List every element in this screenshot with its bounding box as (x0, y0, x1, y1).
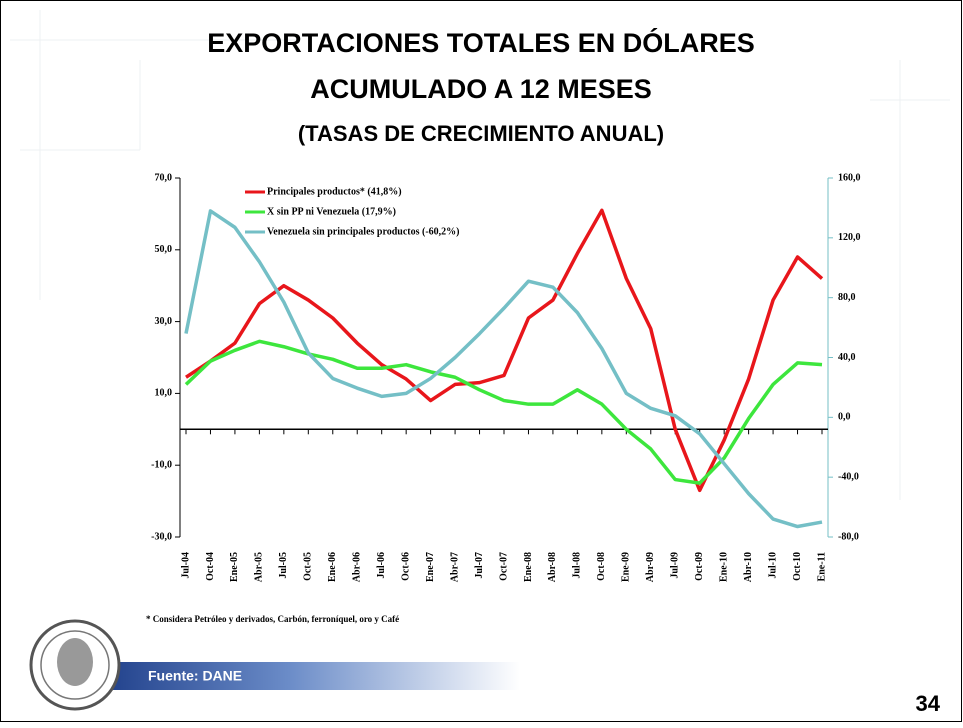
x-tick-label: Abr-10 (743, 552, 754, 582)
legend-label: Principales productos* (41,8%) (267, 186, 402, 197)
x-tick-label: Oct-10 (792, 552, 803, 581)
y2-tick-label: 120,0 (838, 232, 861, 243)
series-line (185, 208, 824, 493)
y2-tick-label: 40,0 (838, 352, 856, 363)
y-tick-label: 10,0 (155, 388, 173, 399)
x-tick-label: Abr-08 (547, 552, 558, 582)
x-tick-label: Ene-05 (229, 552, 240, 582)
y-tick-label: 30,0 (155, 316, 173, 327)
series-line (184, 209, 823, 529)
chart-title: ACUMULADO A 12 MESES (310, 74, 652, 104)
x-tick-label: Oct-04 (205, 552, 216, 581)
x-tick-label: Jul-09 (670, 552, 681, 579)
chart-subtitle: (TASAS DE CRECIMIENTO ANUAL) (298, 121, 664, 146)
x-tick-label: Oct-09 (694, 552, 705, 581)
x-tick-label: Oct-07 (498, 552, 509, 581)
legend-label: X sin PP ni Venezuela (17,9%) (267, 206, 396, 217)
page-number: 34 (916, 691, 941, 716)
y2-tick-label: 160,0 (838, 172, 861, 183)
source: Fuente: DANE (148, 668, 242, 684)
x-tick-label: Abr-06 (352, 552, 363, 582)
legend-label: Venezuela sin principales productos (-60… (267, 226, 460, 237)
y2-tick-label: -80,0 (838, 531, 859, 542)
x-tick-label: Jul-04 (180, 552, 191, 579)
x-tick-label: Jul-05 (278, 552, 289, 579)
x-tick-label: Ene-07 (425, 552, 436, 582)
background-decoration (10, 10, 950, 500)
logo (29, 619, 121, 711)
y2-tick-label: 0,0 (838, 412, 851, 423)
x-tick-label: Abr-05 (254, 552, 265, 582)
y2-tick-label: -40,0 (838, 471, 859, 482)
x-tick-label: Jul-07 (474, 552, 485, 579)
y-tick-label: 70,0 (155, 172, 173, 183)
x-tick-label: Oct-05 (303, 552, 314, 581)
x-tick-label: Ene-08 (523, 552, 534, 582)
x-tick-label: Oct-08 (596, 552, 607, 581)
y-tick-label: -10,0 (151, 459, 172, 470)
x-tick-label: Ene-10 (718, 552, 729, 582)
x-tick-label: Oct-06 (400, 552, 411, 581)
chart-note: * Considera Petróleo y derivados, Carbón… (146, 614, 399, 624)
x-tick-label: Abr-07 (449, 552, 460, 582)
y-tick-label: -30,0 (151, 531, 172, 542)
x-tick-label: Abr-09 (645, 552, 656, 582)
y-tick-label: 50,0 (155, 244, 173, 255)
x-tick-label: Ene-09 (621, 552, 632, 582)
x-tick-label: Jul-08 (572, 552, 583, 579)
x-tick-label: Ene-11 (816, 552, 827, 581)
x-tick-label: Jul-06 (376, 552, 387, 579)
y2-tick-label: 80,0 (838, 292, 856, 303)
x-tick-label: Jul-10 (767, 552, 778, 579)
chart-title: EXPORTACIONES TOTALES EN DÓLARES (207, 27, 755, 58)
x-tick-label: Ene-06 (327, 552, 338, 582)
footer-bar (100, 662, 520, 690)
series-line (184, 339, 823, 485)
